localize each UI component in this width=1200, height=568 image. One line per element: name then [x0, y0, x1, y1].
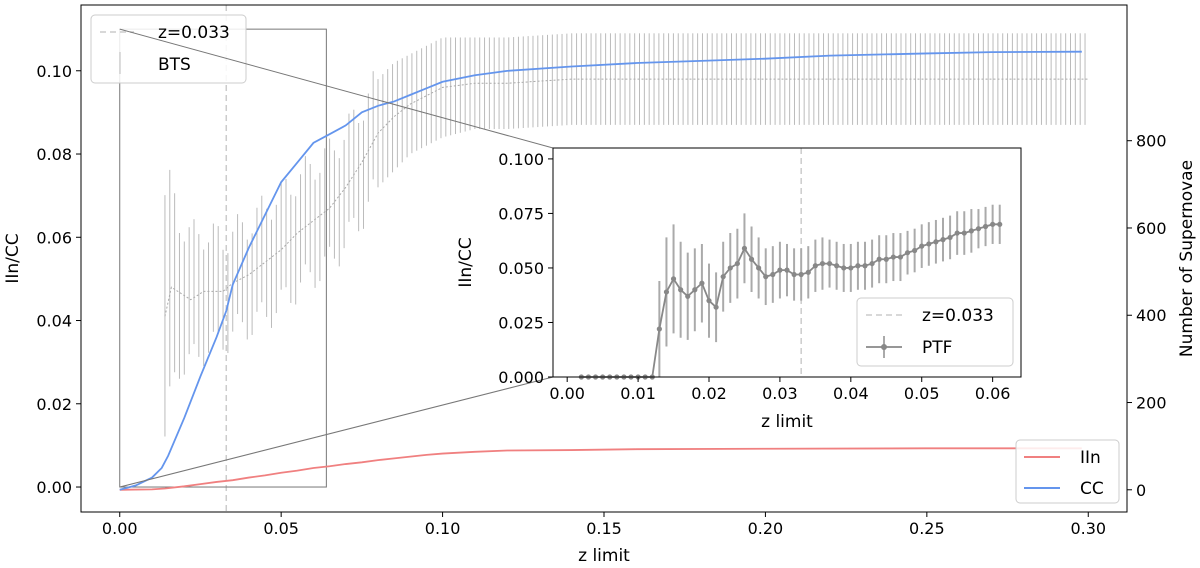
- ptf-point: [990, 221, 996, 227]
- ptf-point: [798, 271, 804, 278]
- ptf-point: [805, 269, 811, 275]
- inset-x-tick-label: 0.03: [762, 384, 798, 403]
- inset-y-tick-label: 0.050: [498, 259, 544, 278]
- x-tick-label: 0.30: [1070, 519, 1106, 538]
- ptf-point: [727, 265, 733, 271]
- legend-bts-label: BTS: [158, 55, 191, 75]
- ptf-point: [968, 228, 974, 234]
- ptf-point: [784, 267, 790, 273]
- inset-x-axis-label: z limit: [761, 412, 813, 432]
- x-tick-label: 0.00: [102, 519, 138, 538]
- ptf-point: [699, 280, 705, 286]
- ptf-point: [791, 271, 797, 278]
- ptf-point: [812, 263, 818, 269]
- ptf-point: [862, 263, 868, 269]
- ptf-point: [670, 276, 677, 282]
- ptf-point: [741, 245, 748, 251]
- ptf-point: [876, 256, 882, 262]
- ptf-point: [947, 234, 953, 241]
- bts-line: [164, 78, 1089, 317]
- ptf-point: [961, 230, 967, 236]
- x-axis-label: z limit: [578, 546, 630, 566]
- y-right-tick-label: 800: [1136, 132, 1167, 151]
- ptf-point: [763, 274, 769, 280]
- ptf-point: [685, 293, 691, 299]
- inset-x-tick-label: 0.01: [620, 384, 656, 403]
- ptf-point: [734, 260, 740, 267]
- inset-legend-ptf-label: PTF: [922, 338, 952, 358]
- ptf-point: [756, 265, 762, 271]
- inset-x-tick-label: 0.02: [691, 384, 727, 403]
- inset-axes-frame: [552, 147, 1022, 378]
- inset-x-tick-label: 0.05: [904, 384, 940, 403]
- ptf-point: [997, 221, 1003, 227]
- legend-vline-label: z=0.033: [158, 23, 230, 43]
- y-left-tick-label: 0.04: [36, 312, 72, 331]
- y-left-tick-label: 0.10: [36, 62, 72, 81]
- ptf-point: [770, 271, 776, 278]
- ptf-point: [954, 230, 960, 236]
- inset-y-axis-label: IIn/CC: [456, 237, 476, 287]
- ptf-point: [883, 256, 889, 262]
- ptf-point: [869, 260, 875, 267]
- ptf-point: [713, 304, 719, 310]
- ptf-point: [841, 265, 847, 271]
- ptf-point: [692, 287, 698, 293]
- ptf-point: [975, 226, 982, 232]
- legend-cc-label: CC: [1080, 479, 1104, 499]
- ptf-point: [897, 254, 904, 260]
- x-tick-label: 0.10: [425, 519, 461, 538]
- x-tick-label: 0.25: [909, 519, 945, 538]
- ptf-point: [940, 237, 946, 243]
- inset-y-tick-label: 0.075: [498, 204, 544, 223]
- inset-x-tick-label: 0.04: [833, 384, 869, 403]
- inset-legend-ptf-marker: [881, 344, 887, 350]
- inset-y-tick-label: 0.000: [498, 368, 544, 387]
- ptf-point: [855, 263, 861, 269]
- ptf-point: [834, 263, 840, 269]
- ptf-point: [720, 274, 726, 280]
- x-tick-label: 0.05: [263, 519, 299, 538]
- ptf-point: [904, 250, 911, 256]
- ptf-point: [926, 241, 932, 247]
- y-left-tick-label: 0.06: [36, 228, 72, 247]
- ptf-point: [982, 223, 989, 230]
- y-left-tick-label: 0.00: [36, 478, 72, 497]
- ptf-point: [706, 298, 712, 304]
- ptf-point: [748, 256, 755, 262]
- ptf-point: [663, 289, 670, 295]
- y-right-tick-label: 0: [1136, 481, 1146, 500]
- ptf-point: [678, 287, 684, 293]
- inset-y-tick-label: 0.100: [498, 150, 544, 169]
- zoom-connector-bottom: [119, 376, 554, 488]
- ptf-point: [826, 260, 833, 267]
- inset-x-tick-label: 0.06: [975, 384, 1011, 403]
- ptf-point: [912, 247, 918, 254]
- ptf-point: [919, 243, 925, 249]
- y-right-tick-label: 600: [1136, 219, 1167, 238]
- y-left-tick-label: 0.08: [36, 145, 72, 164]
- x-tick-label: 0.20: [748, 519, 784, 538]
- x-tick-label: 0.15: [586, 519, 622, 538]
- y-right-tick-label: 200: [1136, 394, 1167, 413]
- bts-series: [164, 33, 1089, 437]
- cc-line: [119, 50, 1082, 491]
- y-left-tick-label: 0.02: [36, 395, 72, 414]
- legend-iin-label: IIn: [1080, 448, 1101, 468]
- y-right-axis-label: Number of Supernovae: [1177, 160, 1197, 357]
- ptf-point: [848, 265, 854, 271]
- zoom-connector-top: [119, 28, 554, 149]
- ptf-point: [890, 254, 896, 260]
- inset-y-tick-label: 0.025: [498, 313, 544, 332]
- inset-x-tick-label: 0.00: [549, 384, 585, 403]
- ptf-point: [933, 239, 939, 245]
- iin-line: [119, 447, 1082, 491]
- inset-legend-vline-label: z=0.033: [922, 306, 994, 326]
- y-right-tick-label: 400: [1136, 306, 1167, 325]
- ptf-point: [656, 326, 662, 332]
- ptf-point: [777, 267, 783, 273]
- y-left-axis-label: IIn/CC: [3, 233, 23, 283]
- ptf-point: [819, 260, 826, 267]
